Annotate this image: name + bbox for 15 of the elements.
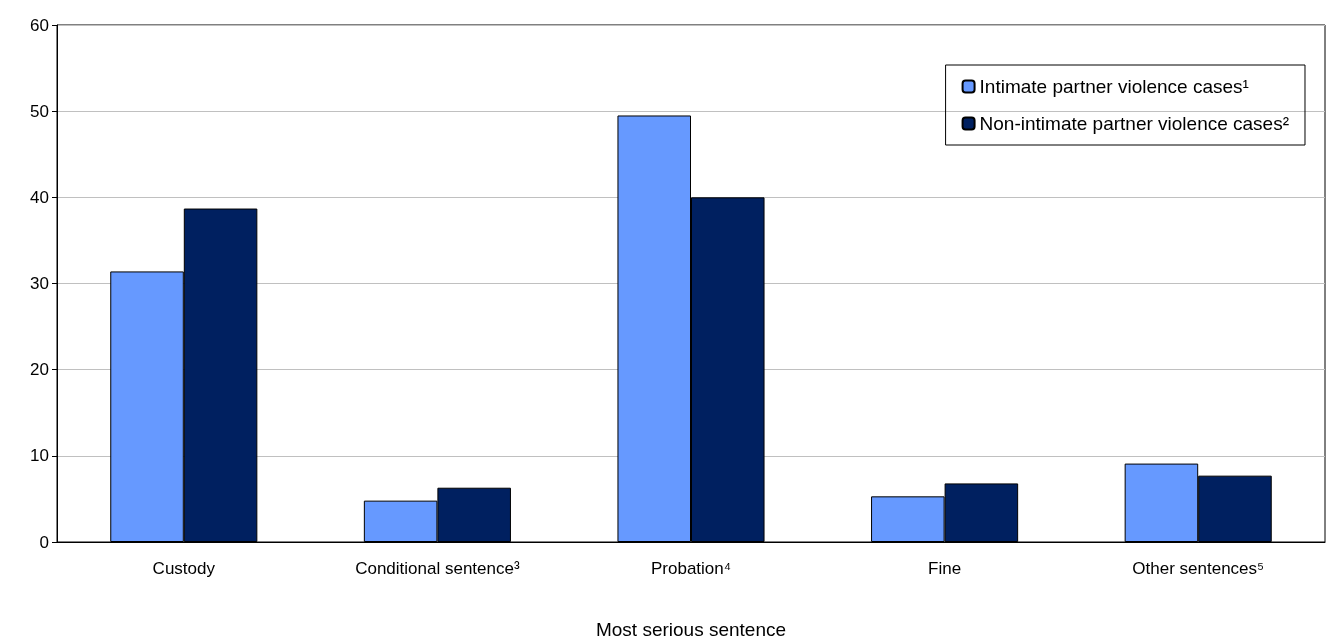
- y-tick-label: 20: [30, 360, 49, 380]
- x-tick-label: Fine: [928, 559, 962, 578]
- x-tick-label: Probation⁴: [650, 559, 732, 578]
- legend-label: Non-intimate partner violence cases²: [979, 113, 1289, 134]
- y-tick-label: 30: [30, 274, 49, 293]
- legend-label: Intimate partner violence cases¹: [979, 76, 1249, 97]
- x-axis-title: Most serious sentence: [595, 619, 787, 640]
- y-tick-label: 10: [30, 446, 49, 466]
- y-tick-label: 40: [30, 187, 49, 207]
- y-tick-label: 60: [30, 15, 49, 35]
- y-tick-label: 50: [30, 101, 49, 121]
- y-tick-label: 0: [39, 532, 49, 552]
- x-tick-label: Other sentences⁵: [1132, 559, 1265, 578]
- x-tick-label: Conditional sentence³: [355, 559, 520, 578]
- x-tick-label: Custody: [152, 559, 216, 578]
